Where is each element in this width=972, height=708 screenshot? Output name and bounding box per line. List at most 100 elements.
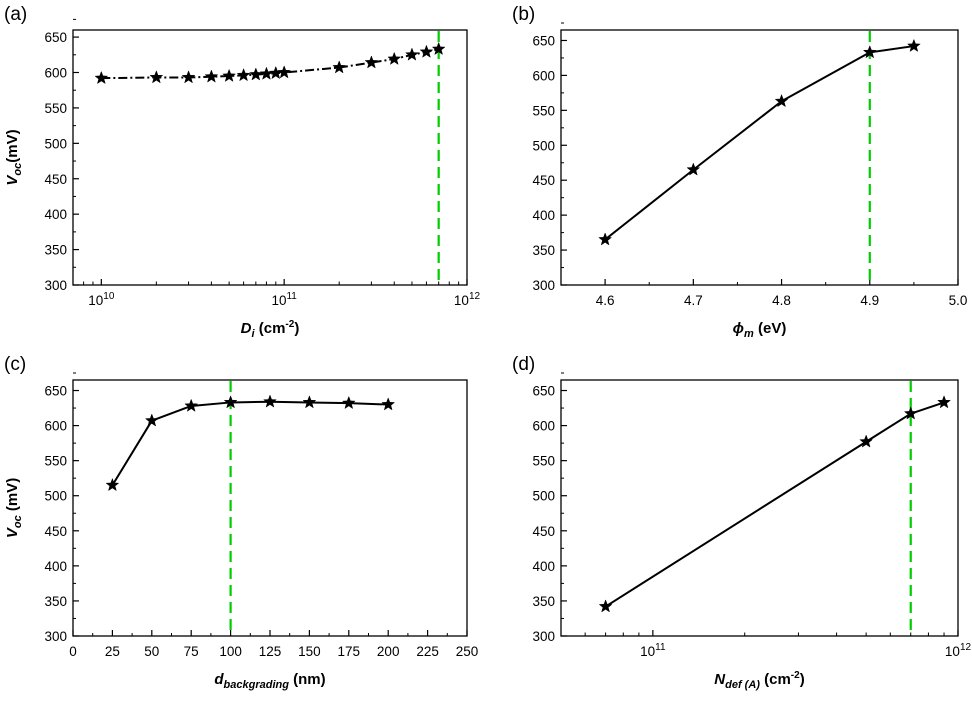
series-line [101, 48, 439, 80]
y-tick-label: 550 [44, 101, 67, 116]
x-tick-label: 1012 [945, 642, 972, 659]
y-tick-label: 550 [532, 454, 555, 469]
data-point-star [181, 70, 196, 84]
data-point-star [184, 398, 199, 412]
x-label-superscript: -2 [285, 319, 294, 330]
data-point-star [223, 395, 238, 409]
x-tick-label: 0 [69, 644, 77, 659]
x-tick-label: 150 [298, 644, 321, 659]
y-tick-label: 650 [44, 30, 67, 45]
data-point-star [774, 93, 789, 108]
y-tick-label: 600 [44, 419, 67, 434]
tick-base: 10 [271, 293, 286, 308]
x-tick-label: 1012 [454, 291, 481, 308]
data-point-star [686, 162, 701, 176]
y-tick-label: 600 [532, 419, 555, 434]
x-label-symbol: ϕ [733, 320, 744, 337]
data-point-star [302, 395, 317, 409]
tick-exponent: 11 [655, 642, 666, 653]
data-point-star [105, 477, 120, 492]
plot-frame [72, 379, 468, 637]
x-label-superscript: -2 [791, 670, 800, 681]
tick-base: 10 [640, 644, 655, 659]
x-label-symbol: d [214, 671, 224, 688]
x-tick-label: 4.6 [596, 293, 615, 308]
x-tick-label: 1011 [640, 642, 666, 659]
plot-frame [72, 29, 468, 286]
y-tick-label: 300 [44, 278, 67, 293]
y-tick-label: 550 [532, 103, 555, 118]
tick-base: 10 [945, 644, 960, 659]
x-tick-label: 175 [338, 644, 361, 659]
x-label-unit: (cm [255, 320, 286, 337]
x-label-subscript: def (A) [725, 679, 760, 691]
panel-b: 300 350 400 450 500 550 600 650 4.6 4.7 4.8 4.9 5.0 (… [512, 4, 967, 340]
x-label-symbol: N [714, 671, 726, 688]
y-tick-label: 400 [532, 208, 555, 223]
data-point-star [598, 599, 613, 613]
y-tick-label: 500 [532, 138, 555, 153]
y-tick-label: 450 [532, 173, 555, 188]
y-tick-label: 350 [44, 243, 67, 258]
y-tick-label: 450 [532, 524, 555, 539]
x-tick-label: 75 [184, 644, 199, 659]
x-tick-label: 4.8 [772, 293, 791, 308]
y-tick-label: 350 [44, 594, 67, 609]
x-tick-label: 1011 [271, 291, 297, 308]
y-axis-label: Voc(mV) [4, 129, 24, 185]
tick-exponent: 10 [103, 291, 115, 302]
y-tick-label: 450 [44, 524, 67, 539]
x-label-subscript: backgrading [224, 679, 290, 691]
x-tick-label: 25 [105, 644, 120, 659]
panel-c: 300 350 400 450 500 550 600 650 0 25 50 75 100 125 150… [4, 354, 478, 691]
x-tick-label: 4.7 [684, 293, 703, 308]
x-axis-label: ϕm (eV) [733, 320, 787, 340]
data-point-star [862, 45, 877, 59]
y-tick-label: 550 [44, 454, 67, 469]
plot-frame [560, 379, 959, 637]
data-point-star [906, 38, 921, 52]
y-label-subscript: oc [12, 515, 24, 528]
data-point-star [937, 395, 951, 409]
y-tick-label: 500 [532, 489, 555, 504]
tick-base: 10 [454, 293, 469, 308]
y-tick-label: 500 [44, 489, 67, 504]
data-point-star [903, 406, 918, 420]
data-point-star [431, 41, 446, 56]
y-tick-label: 600 [44, 66, 67, 81]
y-label-symbol: V [4, 526, 21, 538]
x-tick-label: 125 [259, 644, 282, 659]
data-point-star [204, 69, 219, 83]
x-axis-label: Di (cm-2) [241, 319, 300, 340]
x-label-subscript: m [744, 328, 754, 340]
series-line [604, 45, 915, 241]
x-label-subscript: i [252, 328, 256, 340]
series-line [605, 401, 945, 608]
y-tick-label: 300 [44, 629, 67, 644]
y-tick-label: 500 [44, 136, 67, 151]
y-tick-label: 650 [532, 33, 555, 48]
data-point-star [248, 67, 263, 81]
x-tick-label: 4.9 [860, 293, 879, 308]
data-point-star [144, 413, 159, 427]
y-tick-label: 400 [44, 207, 67, 222]
tick-exponent: 11 [286, 291, 297, 302]
y-axis-label: Voc (mV) [4, 478, 24, 538]
y-label-unit: (mV) [4, 478, 21, 516]
y-label-subscript: oc [12, 163, 24, 176]
x-label-unit: (eV) [754, 320, 787, 337]
tick-exponent: 12 [960, 642, 972, 653]
data-point-star [381, 397, 396, 411]
y-tick-label: 650 [532, 384, 555, 399]
y-tick-label: 400 [44, 559, 67, 574]
x-label-unit: (nm) [289, 671, 326, 688]
data-point-star [859, 434, 874, 448]
data-point-star [236, 68, 251, 82]
y-tick-label: 450 [44, 172, 67, 187]
y-label-symbol: V [4, 174, 21, 186]
series-line [111, 400, 389, 486]
y-tick-label: 300 [532, 278, 555, 293]
data-point-star [277, 65, 292, 79]
